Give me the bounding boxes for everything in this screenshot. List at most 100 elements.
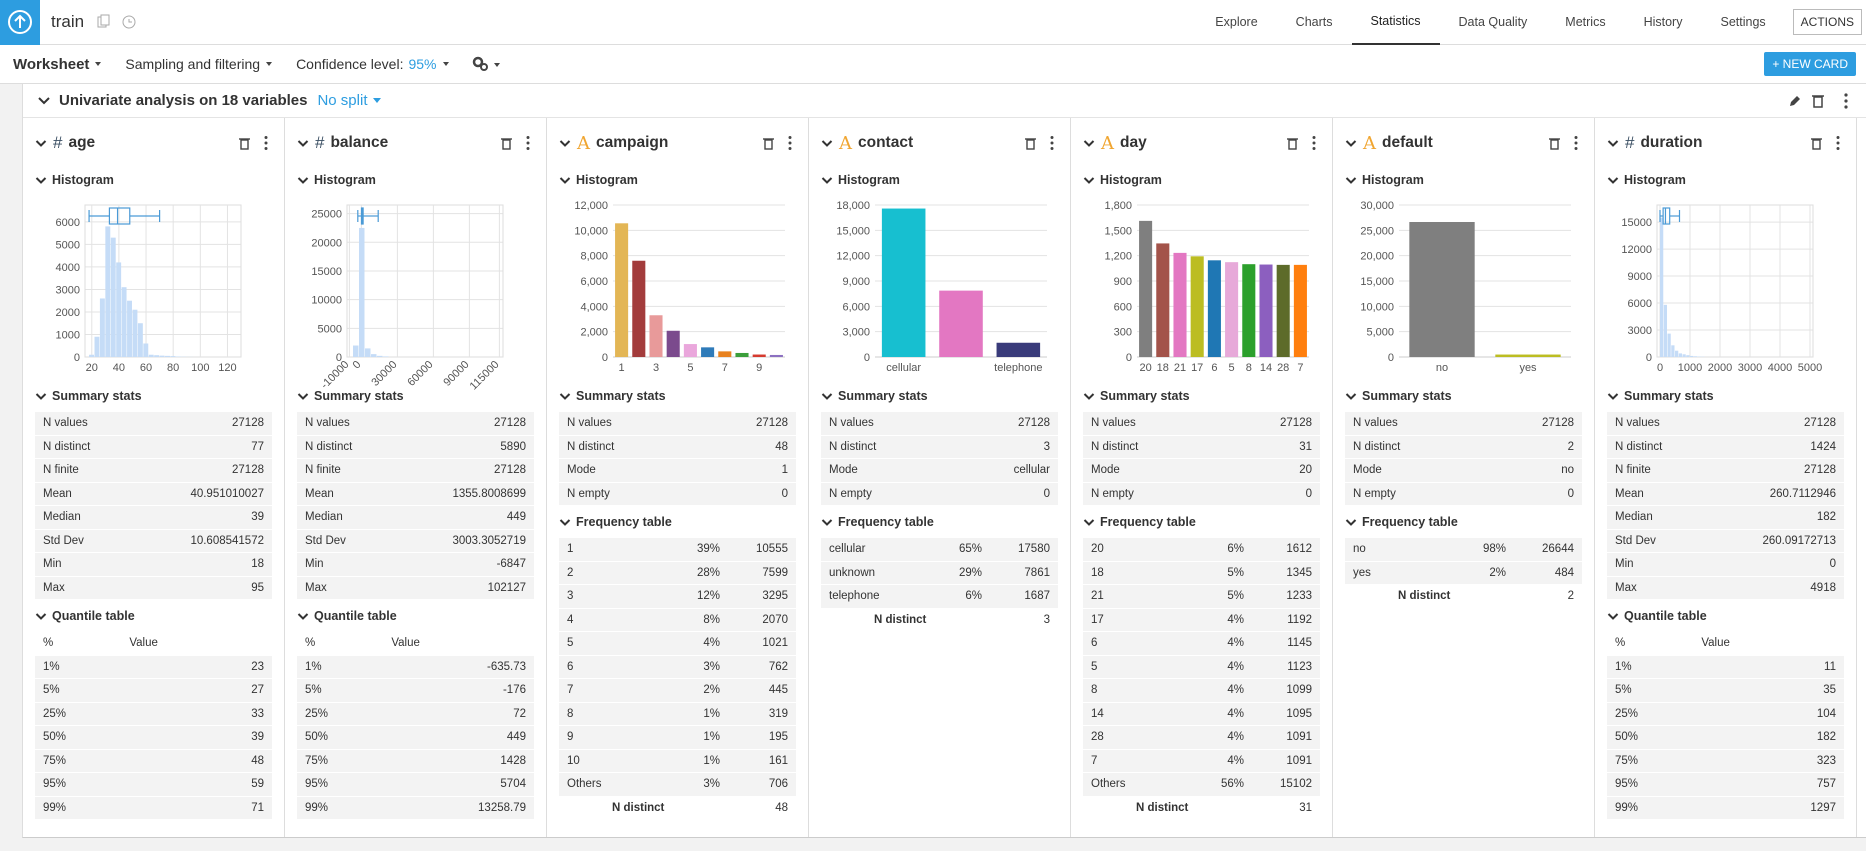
x-tick-label: yes bbox=[1519, 362, 1537, 374]
chevron[interactable] bbox=[297, 139, 309, 148]
frequency-row: 3 12% 3295 bbox=[559, 585, 796, 608]
stat-value: 260.09172713 bbox=[1762, 534, 1836, 547]
quantile: 5% bbox=[43, 684, 60, 697]
y-tick-label: 15,000 bbox=[836, 225, 870, 237]
chevron[interactable] bbox=[35, 176, 47, 185]
chevron[interactable] bbox=[1607, 139, 1619, 148]
chevron[interactable] bbox=[35, 139, 47, 148]
column-actions[interactable] bbox=[1548, 136, 1582, 150]
title-icons[interactable] bbox=[96, 14, 146, 30]
logo[interactable] bbox=[0, 0, 40, 45]
menu-dot bbox=[1574, 147, 1578, 150]
settings-icon[interactable] bbox=[472, 56, 502, 72]
x-tick-label: 1 bbox=[619, 362, 625, 374]
card-icons[interactable] bbox=[1786, 92, 1856, 109]
quantile: 5% bbox=[1615, 684, 1632, 697]
chevron[interactable] bbox=[821, 392, 833, 401]
histogram-bar bbox=[377, 355, 383, 357]
chevron[interactable] bbox=[1345, 176, 1357, 185]
quantile-value: 182 bbox=[1816, 731, 1836, 744]
frequency-total: N distinct 2 bbox=[1345, 585, 1582, 608]
histogram-bar bbox=[165, 355, 170, 357]
chevron[interactable] bbox=[1083, 392, 1095, 401]
summary-row: Std Dev 260.09172713 bbox=[1607, 529, 1844, 552]
bar bbox=[666, 330, 680, 357]
stat-name: Min bbox=[305, 558, 324, 571]
y-tick-label: 0 bbox=[1126, 352, 1132, 364]
quantile-row: 50% 182 bbox=[1607, 726, 1844, 749]
stat-value: 20 bbox=[1299, 464, 1312, 477]
column-actions[interactable] bbox=[500, 136, 534, 150]
confidence-menu[interactable]: Confidence level: 95% bbox=[296, 56, 449, 72]
tab[interactable]: Settings bbox=[1720, 15, 1766, 29]
chevron[interactable] bbox=[35, 612, 47, 621]
worksheet-menu[interactable]: Worksheet bbox=[13, 56, 102, 73]
column-actions[interactable] bbox=[238, 136, 272, 150]
frequency-value: 14 bbox=[1091, 707, 1104, 720]
actions-button[interactable]: ACTIONS bbox=[1792, 9, 1862, 35]
chevron[interactable] bbox=[1345, 518, 1357, 527]
chevron-shape bbox=[821, 518, 833, 526]
chevron[interactable] bbox=[1607, 392, 1619, 401]
chevron[interactable] bbox=[559, 176, 571, 185]
frequency-count: 1687 bbox=[1024, 590, 1050, 603]
tab[interactable]: Explore bbox=[1215, 15, 1258, 29]
chevron-shape bbox=[35, 176, 47, 184]
split-menu[interactable]: No split bbox=[317, 92, 368, 109]
x-tick-label: 7 bbox=[722, 362, 728, 374]
quantile-value: 1297 bbox=[1810, 801, 1836, 814]
chevron[interactable] bbox=[559, 392, 571, 401]
section-title: Summary stats bbox=[1362, 389, 1452, 403]
chevron[interactable] bbox=[1083, 139, 1095, 148]
chevron-shape bbox=[297, 612, 309, 620]
chevron[interactable] bbox=[297, 392, 309, 401]
frequency-value: 8 bbox=[567, 707, 574, 720]
chevron[interactable] bbox=[1607, 612, 1619, 621]
chevron[interactable] bbox=[35, 392, 47, 401]
summary-row: Median 449 bbox=[297, 506, 534, 529]
trash-icon bbox=[240, 139, 249, 150]
chevron[interactable] bbox=[297, 176, 309, 185]
frequency-percent: 5% bbox=[1227, 590, 1244, 603]
chevron[interactable] bbox=[37, 96, 51, 106]
chevron[interactable] bbox=[1083, 518, 1095, 527]
chevron[interactable] bbox=[821, 518, 833, 527]
tab[interactable]: Data Quality bbox=[1458, 15, 1528, 29]
new-card-button[interactable]: + NEW CARD bbox=[1764, 52, 1856, 76]
x-tick-label: 14 bbox=[1260, 362, 1272, 374]
chevron[interactable] bbox=[821, 139, 833, 148]
column-actions[interactable] bbox=[1286, 136, 1320, 150]
variable-column: # duration Histogram 0 3000 6000 9000 12000 1500… bbox=[1595, 118, 1857, 837]
summary-row: N values 27128 bbox=[1607, 412, 1844, 435]
chevron[interactable] bbox=[559, 139, 571, 148]
stat-name: Mode bbox=[1353, 464, 1382, 477]
frequency-value: 20 bbox=[1091, 543, 1104, 556]
chevron[interactable] bbox=[821, 176, 833, 185]
chevron[interactable] bbox=[1607, 176, 1619, 185]
tab[interactable]: Statistics bbox=[1351, 0, 1440, 45]
quantile-row: 50% 449 bbox=[297, 726, 534, 749]
histogram-bar bbox=[99, 298, 105, 357]
column-actions[interactable] bbox=[1024, 136, 1058, 150]
frequency-value: 7 bbox=[1091, 754, 1098, 767]
summary-row: Max 102127 bbox=[297, 576, 534, 599]
type-icon: # bbox=[53, 133, 63, 152]
tab[interactable]: Charts bbox=[1295, 15, 1333, 29]
summary-row: Max 95 bbox=[35, 576, 272, 599]
column-icons bbox=[1286, 136, 1320, 150]
tab[interactable]: History bbox=[1643, 15, 1683, 29]
chevron[interactable] bbox=[1345, 139, 1357, 148]
chevron[interactable] bbox=[1083, 176, 1095, 185]
chevron[interactable] bbox=[1345, 392, 1357, 401]
quantile-row: 95% 59 bbox=[35, 773, 272, 796]
x-tick-label: 5 bbox=[1229, 362, 1235, 374]
chevron[interactable] bbox=[297, 612, 309, 621]
stat-name: Mean bbox=[43, 487, 72, 500]
chevron[interactable] bbox=[559, 518, 571, 527]
column-actions[interactable] bbox=[1810, 136, 1844, 150]
sampling-menu[interactable]: Sampling and filtering bbox=[125, 56, 273, 72]
column-header: # age bbox=[35, 118, 272, 168]
tab[interactable]: Metrics bbox=[1565, 15, 1606, 29]
y-tick-label: 10000 bbox=[311, 295, 342, 307]
column-actions[interactable] bbox=[762, 136, 796, 150]
